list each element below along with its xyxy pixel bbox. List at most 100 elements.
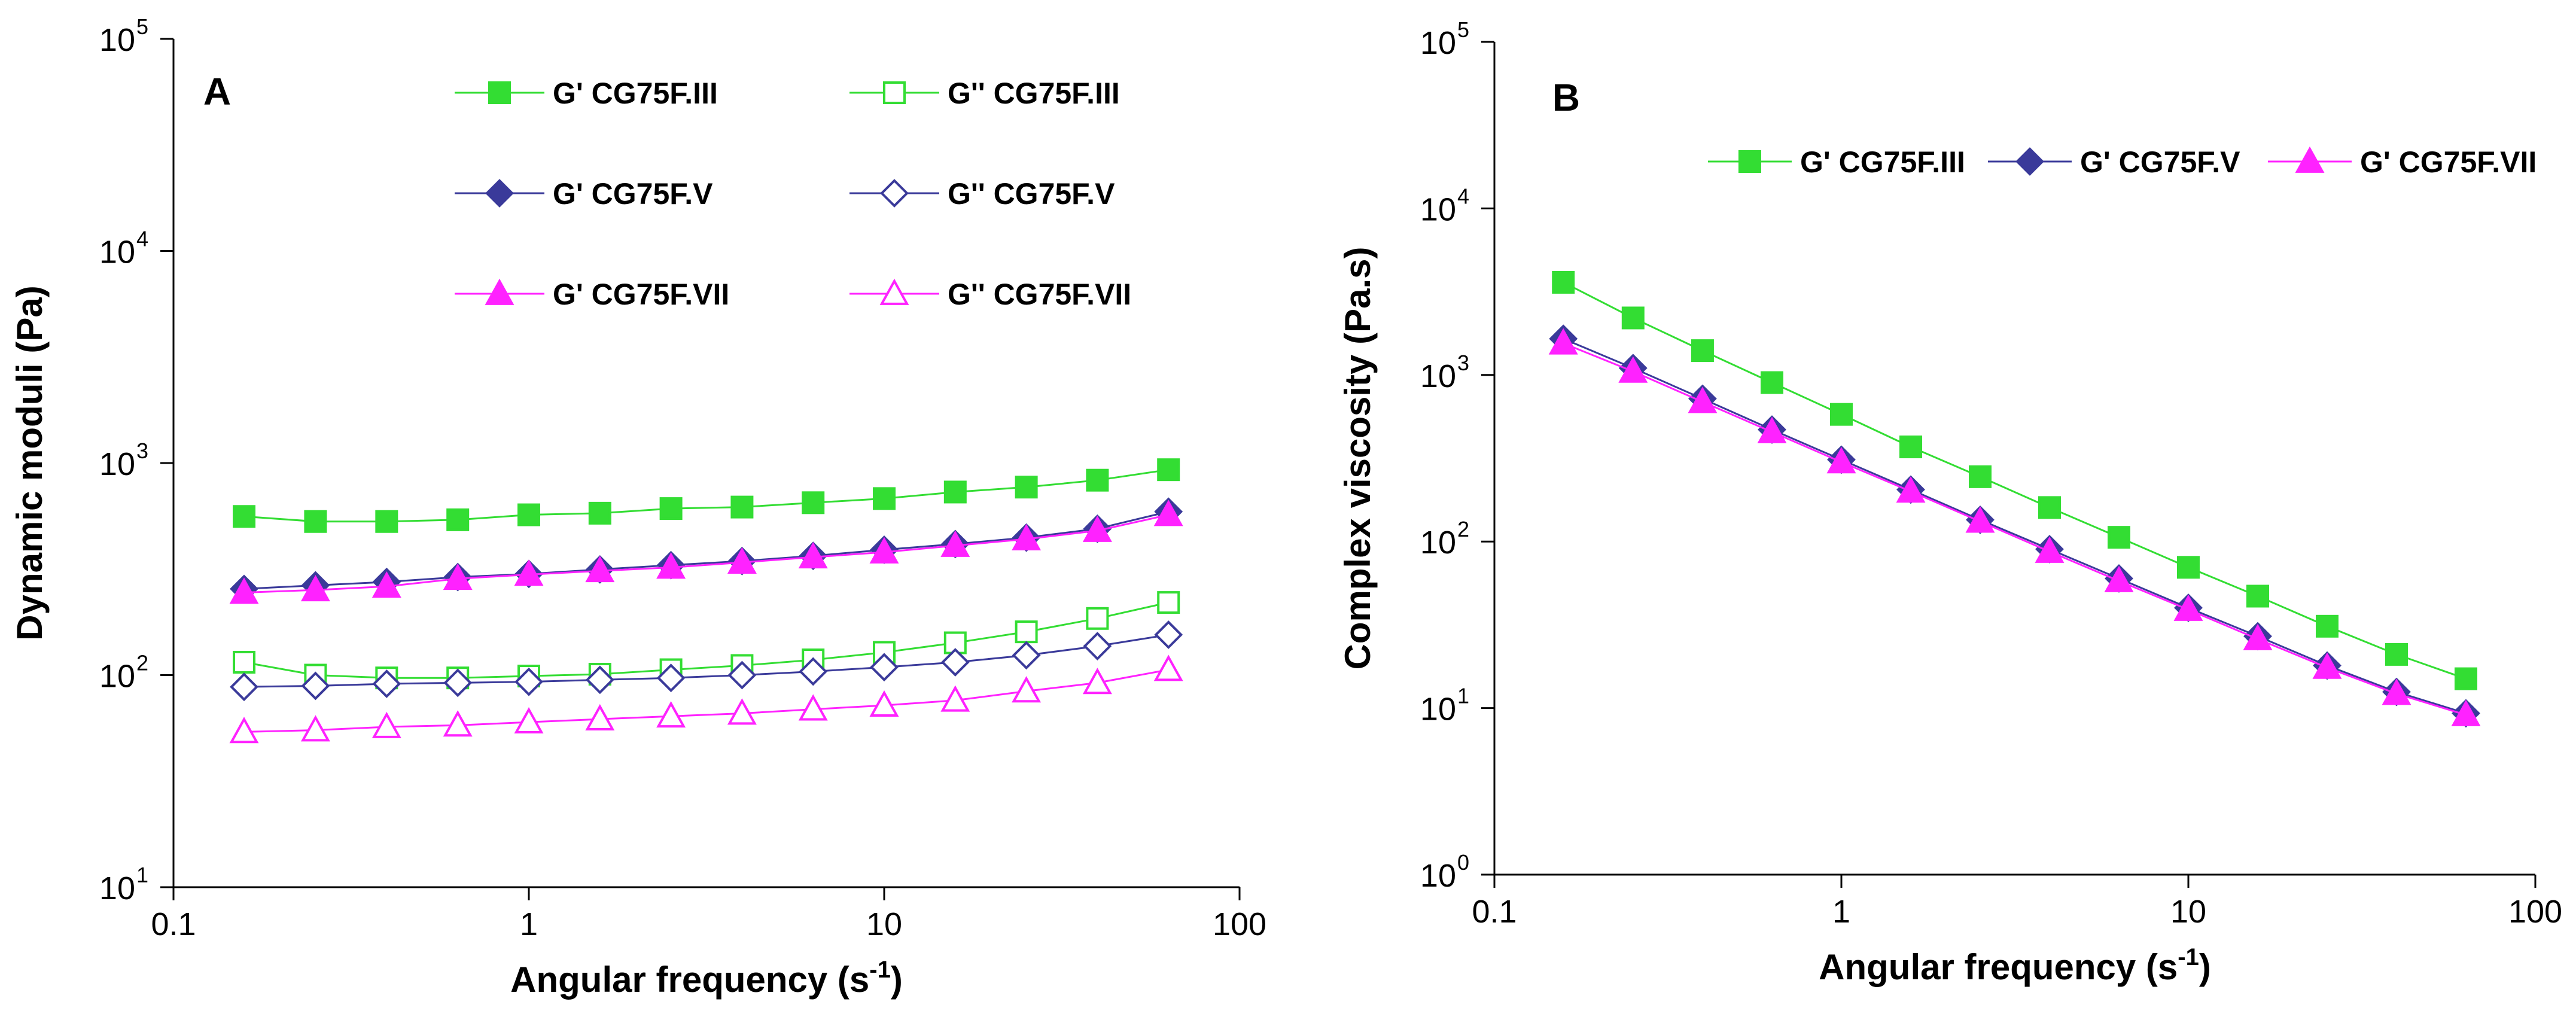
legend-item: G' CG75F.III — [1708, 145, 1965, 179]
legend-label: G' CG75F.V — [553, 177, 713, 211]
legend-item: G' CG75F.V — [1988, 145, 2240, 179]
data-point — [798, 694, 828, 721]
data-point — [1086, 607, 1109, 630]
data-point — [1548, 328, 1578, 355]
legend-marker — [883, 81, 906, 104]
data-point — [514, 707, 544, 734]
series-g-cg75f-iii — [233, 458, 1180, 533]
data-point — [233, 650, 256, 674]
y-tick-label: 10 — [99, 22, 135, 58]
y-tick-exponent: 1 — [1457, 684, 1469, 708]
data-point — [588, 501, 611, 525]
y-tick-label: 10 — [1420, 25, 1456, 61]
y-tick-exponent: 3 — [1457, 351, 1469, 375]
data-point — [1830, 403, 1853, 426]
data-point — [1618, 356, 1648, 383]
legend: G' CG75F.III G' CG75F.V G' CG75F.VII — [1708, 145, 2537, 179]
data-point — [2173, 594, 2203, 621]
data-point — [727, 547, 757, 574]
data-point — [1896, 476, 1926, 503]
data-point — [940, 648, 970, 677]
data-point — [1761, 371, 1784, 394]
data-point — [1688, 386, 1718, 413]
y-tick-label: 10 — [1420, 858, 1456, 894]
y-tick-label: 10 — [1420, 692, 1456, 727]
y-tick-label: 10 — [99, 870, 135, 906]
legend-label: G' CG75F.VII — [2360, 145, 2537, 179]
data-point — [2455, 667, 2478, 690]
x-tick-label: 1 — [520, 906, 538, 942]
data-point — [2385, 643, 2408, 666]
data-point — [1012, 523, 1042, 550]
y-tick-exponent: 2 — [136, 651, 148, 675]
x-tick-label: 0.1 — [151, 906, 196, 942]
data-point — [585, 665, 614, 695]
y-tick-label: 10 — [1420, 525, 1456, 561]
legend-label: G' CG75F.V — [2080, 145, 2240, 179]
series-g-cg75f-vii — [1548, 328, 2481, 726]
data-point — [585, 556, 615, 583]
data-point — [1153, 500, 1183, 526]
legend-marker — [488, 81, 511, 104]
data-point — [1621, 306, 1645, 330]
legend-item: G'' CG75F.VII — [849, 278, 1131, 311]
legend-marker — [2015, 147, 2044, 176]
data-point — [372, 571, 401, 598]
data-point — [2312, 652, 2342, 679]
series-line — [243, 514, 1169, 594]
y-tick-exponent: 0 — [1457, 850, 1469, 875]
data-point — [1826, 447, 1856, 474]
data-point — [2382, 678, 2411, 705]
y-tick-exponent: 1 — [136, 863, 148, 887]
y-tick-exponent: 4 — [136, 227, 148, 251]
data-point — [1157, 458, 1180, 482]
y-tick-exponent: 4 — [1457, 184, 1469, 208]
data-point — [2104, 565, 2134, 592]
x-tick-label: 0.1 — [1472, 894, 1517, 930]
data-point — [1083, 632, 1112, 660]
x-tick-label: 100 — [2508, 894, 2562, 930]
series-line — [243, 468, 1169, 523]
data-point — [372, 711, 401, 738]
data-point — [375, 510, 398, 533]
data-point — [656, 663, 686, 693]
legend-label: G' CG75F.III — [553, 77, 718, 110]
data-point — [802, 491, 825, 514]
data-point — [233, 505, 256, 528]
series-g-cg75f-vii — [229, 654, 1183, 744]
data-point — [1153, 654, 1183, 681]
data-point — [1552, 270, 1575, 294]
data-point — [873, 487, 896, 510]
data-point — [940, 530, 970, 557]
data-point — [870, 653, 899, 682]
data-point — [727, 660, 757, 690]
data-point — [799, 657, 828, 686]
series-g-cg75f-v — [1549, 324, 2480, 728]
data-point — [514, 667, 543, 696]
legend-label: G' CG75F.VII — [553, 278, 729, 311]
data-point — [656, 701, 686, 728]
legend-item: G' CG75F.V — [455, 177, 713, 211]
legend-item: G'' CG75F.III — [849, 77, 1120, 110]
data-point — [1969, 465, 1992, 488]
data-point — [730, 495, 754, 519]
data-point — [943, 480, 967, 504]
data-point — [2451, 699, 2481, 726]
data-point — [300, 715, 330, 742]
data-point — [798, 542, 828, 569]
data-point — [514, 559, 544, 586]
data-point — [2316, 614, 2339, 638]
data-point — [1012, 676, 1042, 703]
data-point — [585, 704, 615, 730]
data-point — [229, 577, 259, 604]
data-point — [1154, 620, 1183, 649]
series-line — [1563, 337, 2467, 714]
panel-label: A — [203, 70, 231, 113]
legend-marker — [485, 278, 514, 305]
legend-label: G'' CG75F.V — [948, 177, 1115, 211]
legend-marker — [485, 179, 514, 208]
